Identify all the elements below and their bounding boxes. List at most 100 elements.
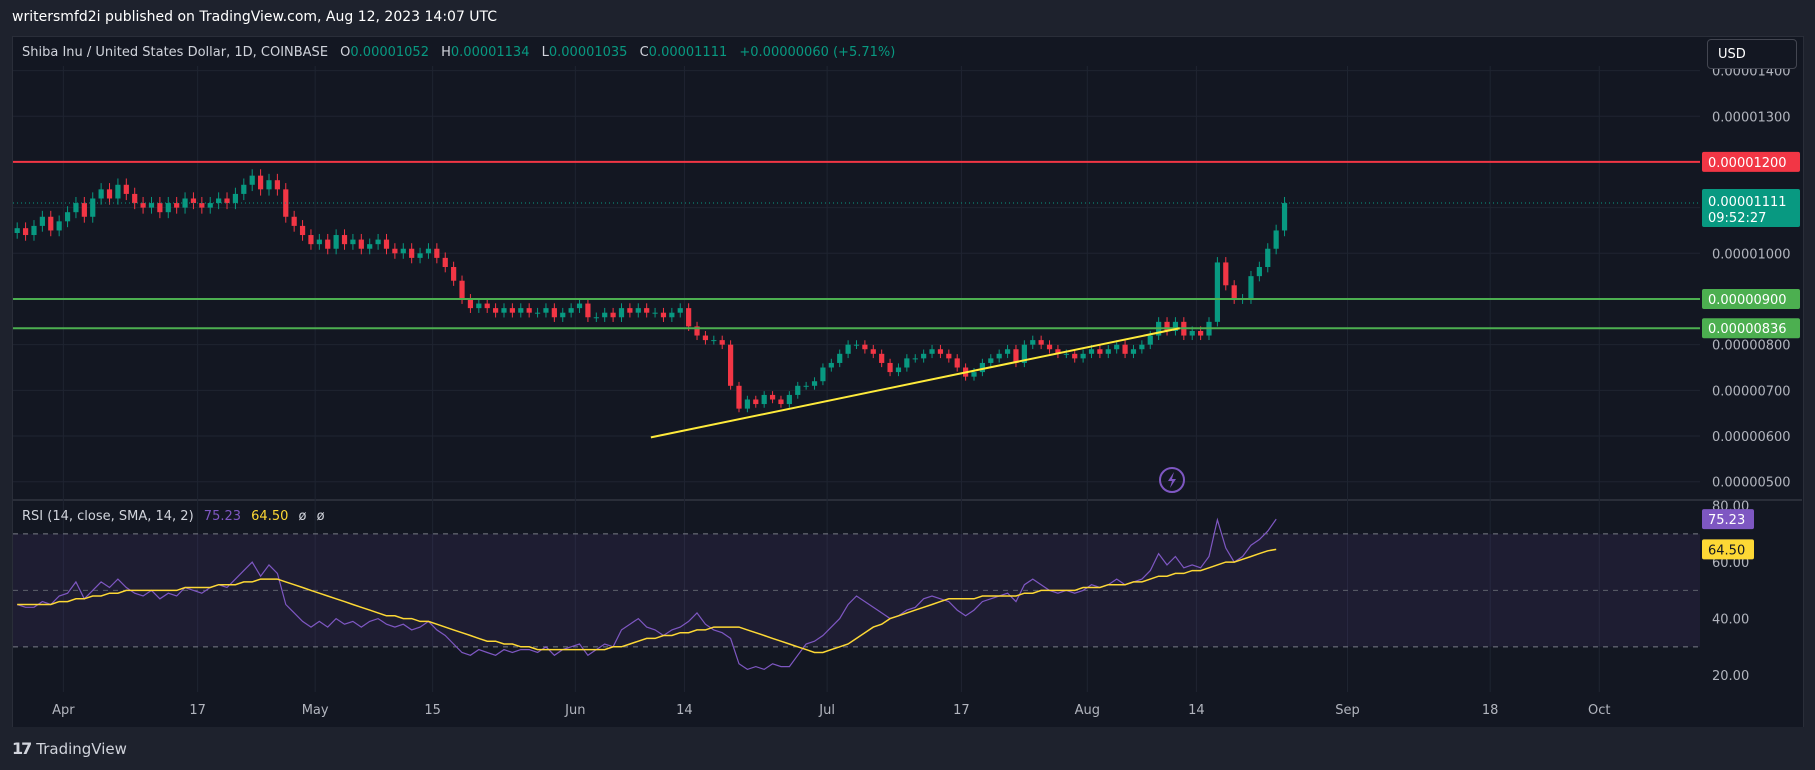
candle-body	[811, 381, 818, 386]
tradingview-logo[interactable]: 17 TradingView	[12, 739, 127, 758]
candle-body	[14, 228, 20, 233]
candle-body	[660, 312, 667, 318]
open-value: 0.00001052	[350, 45, 429, 60]
rsi-axis-label: 20.00	[1712, 669, 1749, 684]
rsi-value-label: 75.23	[1708, 513, 1745, 528]
currency-button[interactable]: USD	[1707, 39, 1797, 69]
candle-body	[1172, 321, 1179, 331]
time-axis-label: Jun	[564, 703, 585, 718]
candle-body	[677, 308, 683, 313]
candle-body	[367, 244, 373, 249]
candle-body	[1114, 344, 1120, 350]
candle-body	[39, 216, 45, 226]
rsi-axis-label: 60.00	[1712, 556, 1749, 571]
candle-body	[476, 303, 482, 309]
high-label: H	[441, 45, 451, 60]
candle-body	[753, 399, 759, 405]
candle-body	[358, 239, 364, 249]
candle-body	[316, 239, 322, 245]
candle-body	[728, 344, 734, 386]
price-axis-label: 0.00001300	[1712, 110, 1791, 125]
time-axis-label: Oct	[1588, 703, 1610, 718]
candle-body	[392, 248, 398, 254]
candle-body	[1080, 353, 1086, 359]
candle-body	[526, 308, 532, 313]
candle-body	[1265, 248, 1271, 268]
candle-body	[744, 399, 750, 409]
close-label: C	[639, 45, 649, 60]
rsi-legend: RSI (14, close, SMA, 14, 2) 75.23 64.50 …	[22, 509, 325, 524]
candle-body	[174, 203, 180, 208]
close-value: 0.00001111	[648, 45, 728, 60]
candle-body	[325, 239, 331, 249]
candle-body	[627, 308, 633, 313]
candle-body	[22, 228, 29, 236]
price-axis-label: 0.00001000	[1712, 247, 1791, 262]
candle-body	[686, 308, 692, 327]
candle-body	[786, 394, 792, 405]
candle-body	[291, 216, 297, 226]
candle-body	[979, 362, 985, 373]
candle-body	[73, 203, 79, 213]
candle-body	[199, 203, 205, 208]
candle-body	[1030, 340, 1036, 345]
candle-body	[1097, 349, 1103, 354]
symbol-name[interactable]: Shiba Inu / United States Dollar, 1D, CO…	[22, 45, 329, 60]
candle-body	[501, 308, 507, 313]
candle-body	[719, 340, 725, 345]
candle-body	[1046, 344, 1053, 350]
candle-body	[442, 257, 448, 268]
candle-body	[853, 344, 860, 346]
candle-body	[518, 308, 524, 313]
candle-body	[1248, 276, 1254, 299]
candle-body	[90, 198, 96, 217]
candle-body	[509, 308, 515, 313]
price-axis-label: 0.00000700	[1712, 384, 1791, 399]
candle-body	[484, 303, 490, 309]
candle-body	[593, 317, 599, 319]
candle-body	[257, 175, 264, 190]
candle-body	[912, 358, 918, 360]
time-axis-label: Jul	[818, 703, 835, 718]
candle-body	[1147, 335, 1153, 345]
candle-body	[1139, 344, 1145, 350]
price-axis-label: 0.00000800	[1712, 339, 1791, 354]
high-value: 0.00001134	[450, 45, 530, 60]
candle-body	[492, 308, 499, 313]
candle-body	[341, 235, 348, 245]
publisher-line: writersmfd2i published on TradingView.co…	[12, 9, 498, 25]
candle-body	[534, 312, 541, 314]
candle-body	[862, 344, 868, 350]
candle-body	[56, 221, 62, 231]
candle-body	[560, 312, 566, 318]
time-axis-label: 17	[953, 703, 970, 718]
candle-body	[333, 235, 339, 249]
candle-body	[644, 308, 650, 313]
candle-body	[451, 267, 457, 281]
countdown-label: 09:52:27	[1708, 211, 1766, 226]
candle-body	[652, 312, 658, 314]
rsi-extra-2: ø	[316, 509, 325, 524]
candle-body	[1105, 349, 1111, 354]
candle-body	[996, 353, 1002, 359]
rsi-extra-1: ø	[298, 509, 307, 524]
candle-body	[602, 312, 608, 318]
candle-body	[98, 189, 104, 199]
time-axis-label: 15	[424, 703, 441, 718]
candle-body	[224, 198, 230, 204]
candle-body	[148, 203, 155, 208]
candle-body	[551, 308, 557, 318]
time-axis-label: May	[302, 703, 329, 718]
candle-body	[946, 353, 952, 359]
candle-body	[576, 303, 583, 309]
candle-body	[954, 358, 960, 368]
candle-body	[1214, 262, 1221, 322]
candle-body	[115, 184, 121, 199]
rsi-value-tag	[1702, 509, 1754, 530]
candle-body	[870, 349, 876, 354]
candle-body	[241, 184, 247, 194]
candle-body	[711, 340, 717, 342]
rsi-name[interactable]: RSI (14, close, SMA, 14, 2)	[22, 509, 194, 524]
level-price-label: 0.00000900	[1708, 293, 1787, 308]
